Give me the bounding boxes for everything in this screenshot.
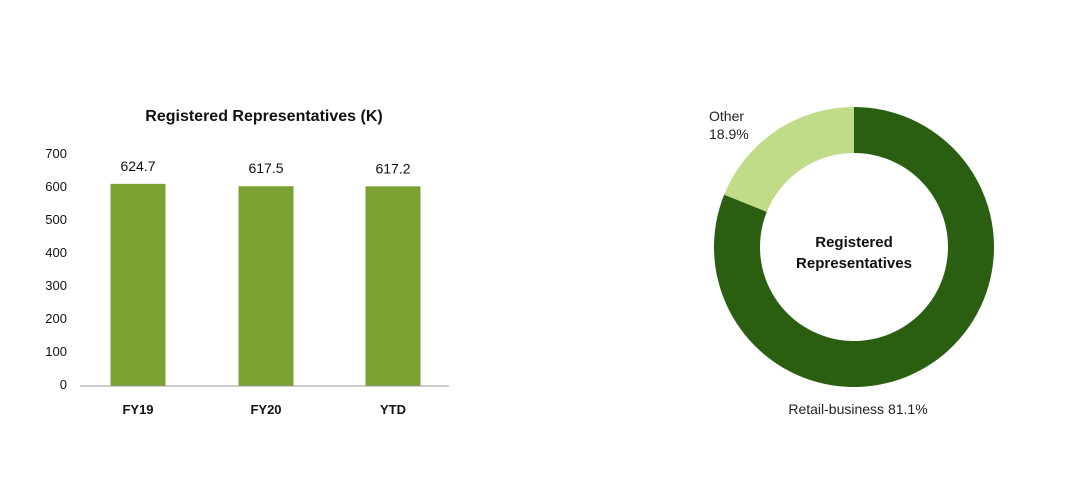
category-label-fy20: FY20 <box>250 402 281 417</box>
slice-other <box>724 107 854 212</box>
bar-fy20 <box>238 186 294 386</box>
bar-chart-title: Registered Representatives (K) <box>145 108 382 125</box>
slice-label-other-line2: 18.9% <box>709 126 749 142</box>
y-tick-label: 100 <box>45 344 67 359</box>
bar-chart: Registered Representatives (K) 0 100 200 30… <box>45 108 449 417</box>
y-tick-label: 600 <box>45 179 67 194</box>
category-label-ytd: YTD <box>380 402 406 417</box>
y-axis-ticks: 0 100 200 300 400 500 600 700 <box>45 146 67 392</box>
y-tick-label: 500 <box>45 212 67 227</box>
bar-ytd <box>365 186 421 386</box>
data-label-fy19: 624.7 <box>120 158 155 174</box>
donut-center-label-line1: Registered <box>815 234 893 251</box>
bar-fy19 <box>110 183 166 386</box>
y-tick-label: 200 <box>45 311 67 326</box>
data-labels: 624.7 617.5 617.2 <box>120 158 410 176</box>
slice-label-other-line1: Other <box>709 108 744 124</box>
bars <box>110 183 421 386</box>
data-label-fy20: 617.5 <box>248 160 283 176</box>
donut-slices <box>713 107 994 388</box>
x-axis-categories: FY19 FY20 YTD <box>122 402 406 417</box>
slice-label-retail: Retail-business 81.1% <box>788 401 927 417</box>
y-tick-label: 300 <box>45 278 67 293</box>
category-label-fy19: FY19 <box>122 402 153 417</box>
slice-retail-business <box>713 107 994 388</box>
y-tick-label: 700 <box>45 146 67 161</box>
y-tick-label: 400 <box>45 245 67 260</box>
donut-center-label-line2: Representatives <box>796 255 912 272</box>
y-tick-label: 0 <box>60 377 67 392</box>
data-label-ytd: 617.2 <box>375 160 410 176</box>
donut-chart: Registered Representatives Retail-busine… <box>709 107 994 417</box>
